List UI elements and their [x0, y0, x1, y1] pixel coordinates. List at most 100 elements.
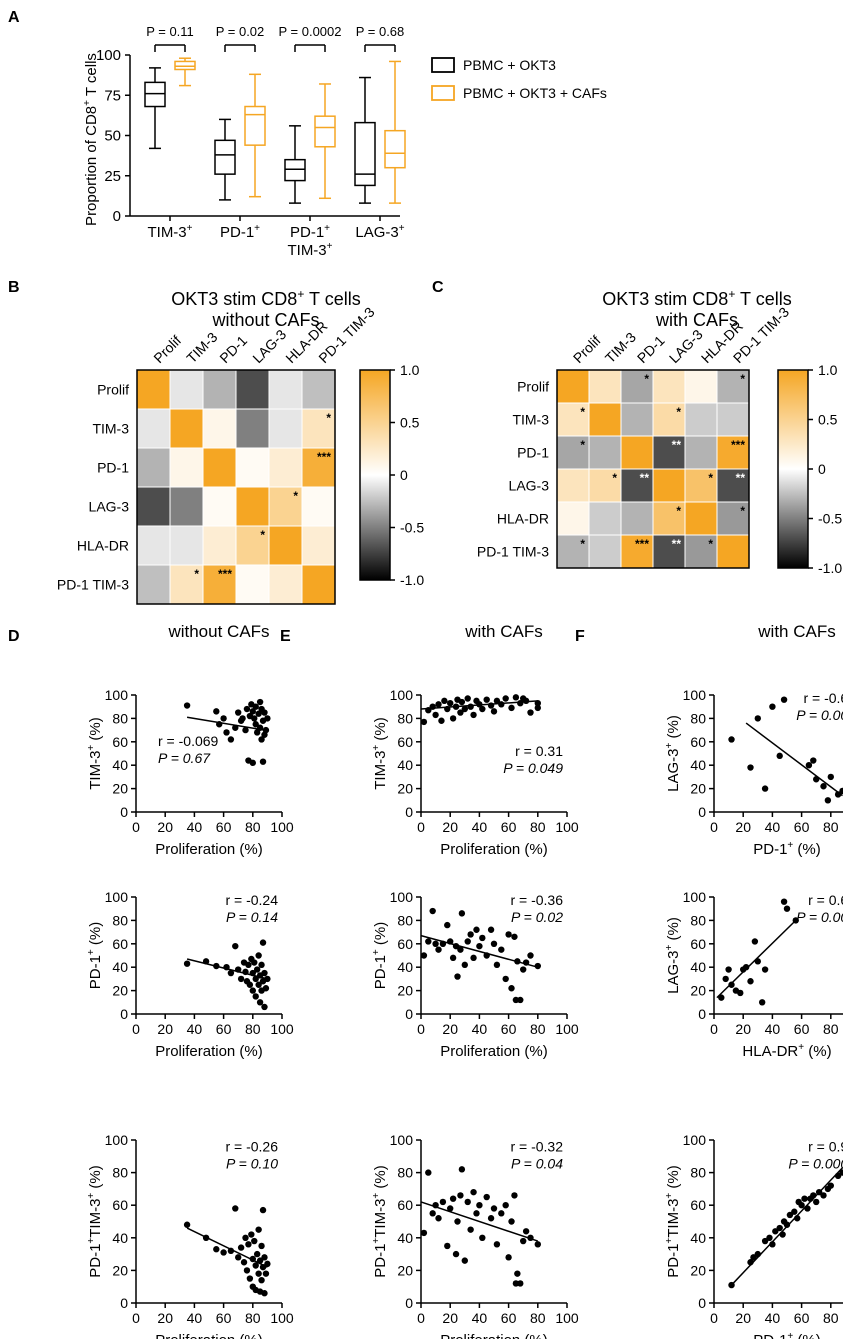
correlation-r: r = -0.069	[158, 733, 219, 749]
y-axis-title: PD-1+TIM-3+ (%)	[664, 1165, 682, 1278]
data-point	[820, 783, 827, 790]
y-axis-title-sup: +	[664, 944, 675, 950]
scatter-panels: 0 20 40 60 80 100 0 20 40 60 80 100 Proliferation (%…	[86, 622, 843, 1339]
data-point	[470, 711, 477, 719]
y-tick-label: 60	[397, 936, 413, 952]
x-axis-title-tail: (%)	[793, 841, 821, 858]
data-point	[444, 921, 451, 929]
panel-letter-d: D	[8, 628, 20, 645]
data-point	[429, 907, 436, 915]
data-point	[251, 959, 258, 966]
y-axis-title-text: LAG-3	[665, 950, 682, 993]
y-tick-label: 100	[105, 1132, 129, 1148]
data-point	[262, 1270, 270, 1277]
column-label: LAG-3	[666, 326, 706, 366]
data-point	[420, 952, 428, 959]
data-point	[262, 985, 270, 992]
heatmap-title-sup: +	[728, 287, 735, 301]
data-point	[476, 942, 483, 950]
data-point	[511, 933, 518, 940]
significance-stars: ***	[635, 537, 649, 551]
heatmap-cell	[136, 486, 171, 527]
panel-letter-e: E	[280, 628, 291, 645]
scatter-panel-e-2: 0 20 40 60 80 100 0 20 40 60 80 100 Proliferation (%…	[371, 889, 579, 1060]
y-axis-title-tail: (%)	[87, 922, 104, 950]
correlation-r: r = -0.64	[803, 690, 843, 706]
data-point	[420, 718, 428, 726]
data-point	[251, 715, 258, 722]
y-axis-title-sup2: +	[86, 1193, 97, 1199]
y-tick-label: 60	[112, 734, 128, 750]
data-point	[751, 938, 759, 945]
heatmap-cell	[620, 501, 654, 536]
x-axis-title-text: PD-1	[753, 1332, 787, 1339]
data-point	[183, 960, 191, 967]
significance-stars: ***	[218, 567, 232, 581]
heatmap-cell	[136, 447, 171, 488]
data-point	[432, 711, 439, 719]
x-axis-title: PD-1+ (%)	[753, 840, 821, 858]
scatter-panel-d-3: 0 20 40 60 80 100 0 20 40 60 80 100 Proliferation (%…	[86, 1132, 294, 1339]
x-tick-label: 60	[794, 819, 810, 835]
data-point	[258, 961, 265, 969]
x-tick-label: PD-1+	[290, 223, 330, 241]
correlation-r: r = -0.36	[510, 892, 563, 908]
x-tick-label: 40	[472, 819, 488, 835]
p-value-label: P = 0.11	[146, 24, 194, 39]
data-point	[252, 993, 259, 1000]
heatmap-cell	[588, 534, 622, 569]
column-label: Prolif	[570, 332, 604, 366]
data-point	[827, 1182, 834, 1189]
data-point	[470, 1188, 477, 1196]
heatmap-title-tail: T cells	[304, 289, 360, 309]
colorbar-tick-label: 0	[400, 467, 408, 483]
data-point	[227, 736, 235, 743]
y-tick-label: 100	[96, 47, 121, 64]
y-tick-label: 20	[690, 983, 706, 999]
significance-stars: *	[293, 489, 298, 503]
colorbar-tick-label: -1.0	[818, 560, 842, 576]
data-point	[798, 1202, 805, 1209]
heatmap-cell	[301, 564, 336, 605]
y-axis-title-tail: (%)	[87, 1165, 104, 1193]
significance-stars: *	[580, 537, 585, 551]
data-point	[722, 975, 729, 983]
regression-line	[730, 1167, 843, 1286]
data-point	[223, 729, 230, 736]
significance-stars: *	[580, 438, 585, 452]
data-point	[447, 1205, 454, 1212]
data-point	[479, 934, 486, 942]
data-point	[502, 1202, 509, 1209]
data-point	[438, 717, 445, 724]
data-point	[243, 1267, 251, 1274]
y-tick-label: 60	[397, 1197, 413, 1213]
box-1	[384, 129, 406, 169]
data-point	[754, 715, 761, 722]
data-point	[183, 1221, 191, 1228]
correlation-p: P = 0.005	[796, 909, 843, 925]
data-point	[447, 699, 454, 707]
x-tick-label: TIM-3+	[147, 223, 192, 241]
y-tick-label: 0	[698, 804, 706, 820]
y-tick-label: 25	[104, 168, 121, 185]
correlation-r: r = 0.31	[515, 743, 563, 759]
heatmap-cell	[235, 486, 270, 527]
heatmap-cell	[202, 525, 237, 566]
data-point	[467, 1226, 474, 1233]
regression-line	[186, 958, 268, 980]
x-tick-label: 0	[417, 1310, 425, 1326]
heatmap-cell	[620, 534, 654, 569]
heatmap-cell	[268, 564, 303, 605]
heatmap-cell	[652, 468, 686, 503]
data-point	[227, 969, 235, 977]
box-1	[314, 115, 336, 148]
y-axis-title-sup: +	[371, 1238, 382, 1244]
data-point	[259, 939, 267, 946]
x-axis-title-text: Proliferation (%)	[440, 841, 548, 858]
y-tick-label: 40	[690, 1230, 706, 1246]
data-point	[805, 762, 813, 769]
y-tick-label: 0	[698, 1006, 706, 1022]
significance-stars: **	[672, 438, 682, 452]
y-axis-title-sup2: +	[664, 1193, 675, 1199]
